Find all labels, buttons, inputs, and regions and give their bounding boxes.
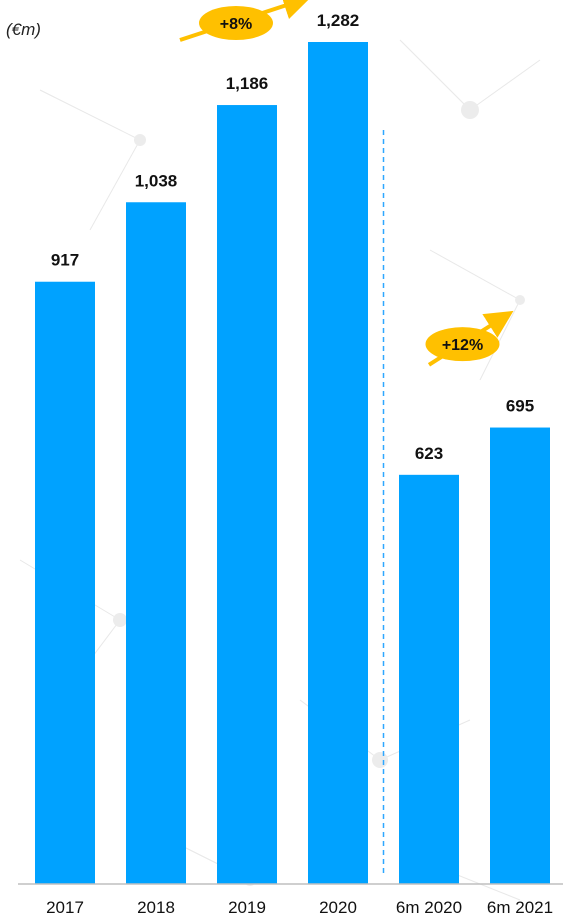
unit-label: (€m): [6, 20, 41, 39]
data-label: 623: [415, 444, 443, 463]
x-tick-label: 2018: [137, 898, 175, 917]
data-label: 1,186: [226, 74, 269, 93]
growth-label: +12%: [442, 337, 483, 354]
bar-2020: [308, 42, 368, 884]
x-tick-label: 6m 2020: [396, 898, 462, 917]
growth-label: +8%: [220, 16, 252, 33]
data-label: 695: [506, 397, 534, 416]
data-label: 1,038: [135, 171, 178, 190]
bar-2017: [35, 281, 95, 884]
data-label: 917: [51, 251, 79, 270]
x-tick-label: 2020: [319, 898, 357, 917]
x-tick-label: 6m 2021: [487, 898, 553, 917]
bar-2019: [217, 105, 277, 884]
growth-badge: [425, 327, 500, 362]
x-tick-label: 2017: [46, 898, 84, 917]
data-label: 1,282: [317, 11, 360, 30]
bar-6m-2021: [490, 427, 550, 884]
growth-badge: [199, 6, 273, 40]
x-tick-label: 2019: [228, 898, 266, 917]
bar-2018: [126, 202, 186, 884]
bar-6m-2020: [399, 474, 459, 884]
